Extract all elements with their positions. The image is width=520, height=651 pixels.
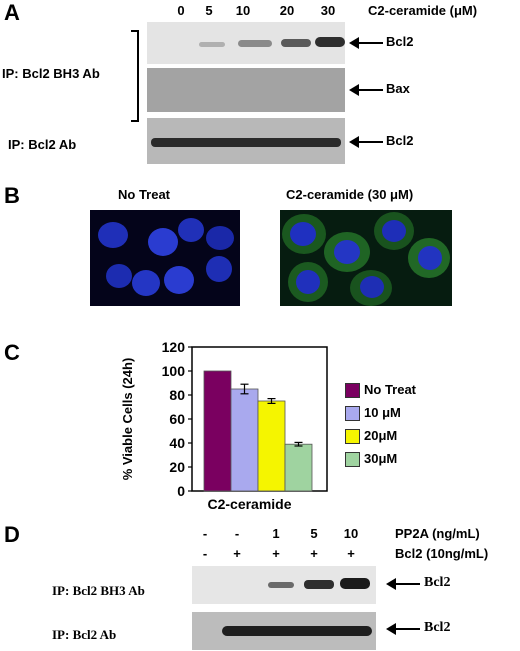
arrow-icon xyxy=(386,623,420,635)
blot-bcl2-total xyxy=(147,118,345,164)
panel-b-letter: B xyxy=(4,183,20,208)
bcl2-label: Bcl2 (10ng/mL) xyxy=(395,546,489,561)
bcl2-val: - xyxy=(202,546,208,561)
band xyxy=(222,626,372,636)
legend-label-20: 20μM xyxy=(364,428,398,443)
panel-d-letter: D xyxy=(4,522,20,547)
band-d-top: Bcl2 xyxy=(424,575,451,590)
conc-20: 20 xyxy=(279,3,295,18)
pp2a-val: 5 xyxy=(310,526,318,541)
pp2a-val: - xyxy=(234,526,240,541)
panel-a-letter: A xyxy=(4,0,20,25)
viability-chart: 0 20 40 60 80 100 120 % Viable Cells (24h) C2-ce… xyxy=(120,339,328,512)
pp2a-val: 10 xyxy=(343,526,359,541)
panel-c-letter: C xyxy=(4,340,20,365)
y-tick-label: 40 xyxy=(169,435,185,451)
y-tick-label: 100 xyxy=(162,363,186,379)
treatment-label: C2-ceramide (μM) xyxy=(368,3,478,18)
bar-1 xyxy=(230,388,259,492)
y-tick-label: 120 xyxy=(162,339,186,355)
pp2a-val: 1 xyxy=(272,526,280,541)
ip-d-bh3: IP: Bcl2 BH3 Ab xyxy=(52,583,145,598)
arrow-icon xyxy=(349,37,383,49)
band xyxy=(315,37,345,47)
ip-bcl2-label: IP: Bcl2 Ab xyxy=(8,137,77,152)
legend-swatch xyxy=(345,452,360,467)
blot-d-bcl2 xyxy=(192,612,376,650)
bar-3 xyxy=(284,443,313,492)
micrograph-no-treat xyxy=(90,210,240,306)
y-tick-label: 20 xyxy=(169,459,185,475)
band-label-bcl2-bottom: Bcl2 xyxy=(386,133,414,148)
y-axis-label: % Viable Cells (24h) xyxy=(120,358,135,481)
bracket xyxy=(131,30,139,122)
bar-0 xyxy=(203,370,232,492)
y-tick-label: 80 xyxy=(169,387,185,403)
band xyxy=(281,39,311,47)
conc-10: 10 xyxy=(235,3,251,18)
blot-bax xyxy=(147,68,345,112)
bcl2-val: + xyxy=(347,546,355,561)
legend-label-30: 30μM xyxy=(364,451,398,466)
band xyxy=(199,42,225,47)
legend-label-10: 10 μM xyxy=(364,405,401,420)
band-d-bottom: Bcl2 xyxy=(424,620,451,635)
band-label-bax: Bax xyxy=(386,81,410,96)
band xyxy=(238,40,272,47)
band xyxy=(304,580,334,589)
conc-5: 5 xyxy=(205,3,213,18)
ip-bh3-label: IP: Bcl2 BH3 Ab xyxy=(2,66,100,81)
blot-bcl2-bh3 xyxy=(147,22,345,64)
micrograph-label-right: C2-ceramide (30 μM) xyxy=(286,187,414,202)
conc-0: 0 xyxy=(177,3,185,18)
bcl2-val: + xyxy=(310,546,318,561)
blot-d-bh3 xyxy=(192,566,376,604)
x-axis-label: C2-ceramide xyxy=(207,496,291,512)
bcl2-val: + xyxy=(272,546,280,561)
band-label-bcl2-top: Bcl2 xyxy=(386,34,414,49)
band xyxy=(268,582,294,588)
pp2a-label: PP2A (ng/mL) xyxy=(395,526,480,541)
arrow-icon xyxy=(386,578,420,590)
y-tick-label: 60 xyxy=(169,411,185,427)
legend-swatch xyxy=(345,429,360,444)
pp2a-val: - xyxy=(202,526,208,541)
arrow-icon xyxy=(349,84,383,96)
bcl2-val: + xyxy=(233,546,241,561)
conc-30: 30 xyxy=(320,3,336,18)
legend-swatch xyxy=(345,383,360,398)
arrow-icon xyxy=(349,136,383,148)
band xyxy=(151,138,341,147)
ip-d-bcl2: IP: Bcl2 Ab xyxy=(52,627,117,642)
micrograph-label-left: No Treat xyxy=(118,187,171,202)
legend-label-no-treat: No Treat xyxy=(364,382,417,397)
bar-2 xyxy=(257,400,286,492)
band xyxy=(340,578,370,589)
y-tick-label: 0 xyxy=(177,483,185,499)
legend-swatch xyxy=(345,406,360,421)
micrograph-ceramide xyxy=(280,210,452,306)
